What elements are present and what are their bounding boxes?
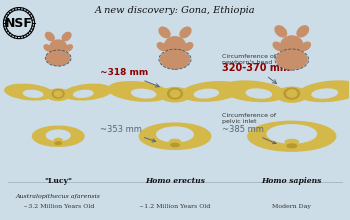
Ellipse shape xyxy=(273,42,282,50)
Ellipse shape xyxy=(5,84,53,100)
Ellipse shape xyxy=(23,90,43,97)
Ellipse shape xyxy=(63,84,112,100)
Ellipse shape xyxy=(287,144,296,148)
Ellipse shape xyxy=(108,82,169,101)
Ellipse shape xyxy=(157,43,166,51)
Ellipse shape xyxy=(57,55,65,61)
Circle shape xyxy=(47,51,70,65)
Ellipse shape xyxy=(173,55,184,63)
Text: Circumference of
pelvic inlet: Circumference of pelvic inlet xyxy=(222,113,276,124)
Ellipse shape xyxy=(299,81,350,101)
Text: ~318 mm: ~318 mm xyxy=(100,68,159,87)
Ellipse shape xyxy=(267,125,316,143)
Text: Modern Day: Modern Day xyxy=(272,204,311,209)
Ellipse shape xyxy=(248,121,336,151)
Ellipse shape xyxy=(290,55,301,64)
Ellipse shape xyxy=(184,43,193,51)
Ellipse shape xyxy=(74,90,93,97)
Text: A new discovery: Gona, Ethiopia: A new discovery: Gona, Ethiopia xyxy=(95,6,255,15)
Ellipse shape xyxy=(159,27,170,38)
Ellipse shape xyxy=(46,130,70,141)
Ellipse shape xyxy=(181,82,242,101)
Ellipse shape xyxy=(52,90,64,98)
Ellipse shape xyxy=(54,138,62,143)
Ellipse shape xyxy=(160,88,190,102)
Text: Homo sapiens: Homo sapiens xyxy=(261,177,322,185)
Text: Homo erectus: Homo erectus xyxy=(145,177,205,185)
Ellipse shape xyxy=(62,32,71,41)
Text: ~385 mm: ~385 mm xyxy=(222,125,276,144)
Ellipse shape xyxy=(54,91,62,97)
Text: Australopithecus afarensis: Australopithecus afarensis xyxy=(16,194,101,198)
Ellipse shape xyxy=(55,142,61,145)
Text: 320-370 mm: 320-370 mm xyxy=(222,63,290,84)
Circle shape xyxy=(160,50,190,68)
Ellipse shape xyxy=(50,40,66,54)
Ellipse shape xyxy=(284,88,300,99)
Ellipse shape xyxy=(180,27,191,38)
Ellipse shape xyxy=(287,90,297,97)
Ellipse shape xyxy=(194,89,218,98)
Ellipse shape xyxy=(46,89,70,100)
Ellipse shape xyxy=(281,36,303,54)
Ellipse shape xyxy=(301,42,310,50)
Text: ~1.2 Million Years Old: ~1.2 Million Years Old xyxy=(139,204,211,209)
Ellipse shape xyxy=(222,81,285,101)
Ellipse shape xyxy=(285,139,298,145)
Circle shape xyxy=(48,52,68,64)
Ellipse shape xyxy=(157,127,193,142)
Circle shape xyxy=(163,52,187,67)
Ellipse shape xyxy=(169,139,181,144)
Circle shape xyxy=(279,51,304,68)
Text: "Lucy": "Lucy" xyxy=(44,177,72,185)
Ellipse shape xyxy=(168,88,182,99)
Circle shape xyxy=(276,50,307,69)
Text: ~3.2 Million Years Old: ~3.2 Million Years Old xyxy=(22,204,94,209)
Ellipse shape xyxy=(275,26,287,37)
Ellipse shape xyxy=(246,89,272,98)
Ellipse shape xyxy=(312,89,337,98)
Ellipse shape xyxy=(297,26,308,37)
Ellipse shape xyxy=(164,37,186,54)
Text: ~353 mm: ~353 mm xyxy=(100,125,156,142)
Ellipse shape xyxy=(44,45,51,51)
Ellipse shape xyxy=(33,126,84,146)
Ellipse shape xyxy=(170,90,180,97)
Text: Circumference of
newborn's head: Circumference of newborn's head xyxy=(222,54,276,65)
Ellipse shape xyxy=(65,45,72,51)
Ellipse shape xyxy=(46,32,54,41)
Ellipse shape xyxy=(276,87,307,102)
Ellipse shape xyxy=(132,89,156,98)
Ellipse shape xyxy=(139,123,211,149)
Ellipse shape xyxy=(171,143,179,147)
